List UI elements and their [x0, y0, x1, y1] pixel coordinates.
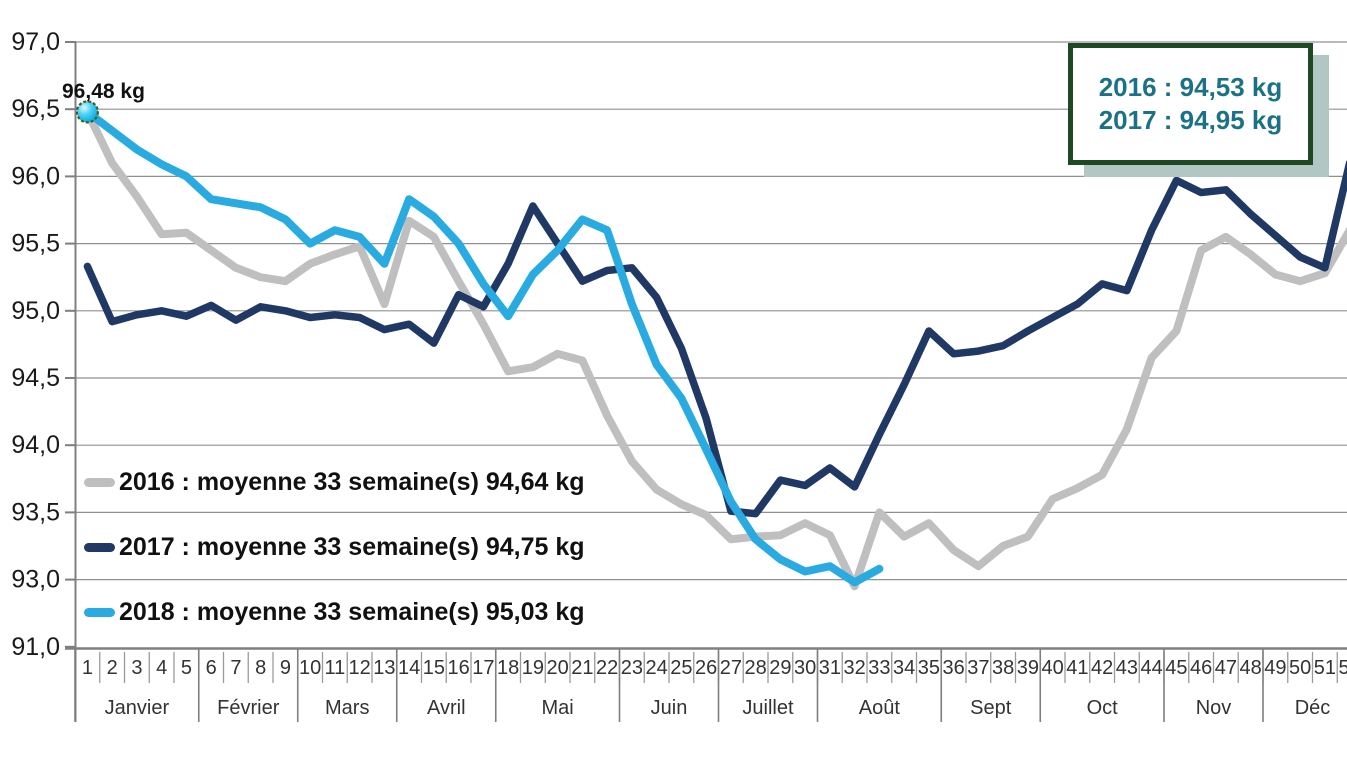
week-label: 8	[255, 657, 266, 679]
y-axis-label: 91,0	[11, 633, 60, 661]
week-label: 2	[107, 657, 118, 679]
week-label: 49	[1264, 657, 1286, 679]
start-point-dot	[75, 100, 99, 124]
y-axis-label: 94,0	[11, 431, 60, 459]
month-label: Sept	[970, 697, 1012, 719]
week-label: 31	[819, 657, 841, 679]
week-label: 4	[156, 657, 167, 679]
week-label: 1	[82, 657, 93, 679]
week-label: 42	[1091, 657, 1113, 679]
week-label: 3	[131, 657, 142, 679]
week-label: 30	[794, 657, 816, 679]
month-label: Juin	[651, 697, 688, 719]
week-label: 18	[497, 657, 519, 679]
legend-swatch-2016	[84, 477, 115, 487]
month-label: Janvier	[105, 697, 170, 719]
legend-swatch-2018	[84, 607, 115, 617]
week-label: 24	[646, 657, 668, 679]
week-label: 36	[943, 657, 965, 679]
week-label: 29	[769, 657, 791, 679]
series-line-2017	[83, 160, 1347, 518]
week-label: 35	[918, 657, 940, 679]
week-label: 52	[1339, 657, 1347, 679]
start-value-annotation: 96,48 kg	[62, 80, 145, 103]
week-label: 5	[181, 657, 192, 679]
week-label: 46	[1190, 657, 1212, 679]
series-line-2018	[83, 107, 884, 587]
week-label: 10	[299, 657, 321, 679]
week-label: 51	[1314, 657, 1336, 679]
week-label: 9	[280, 657, 291, 679]
week-label: 34	[893, 657, 915, 679]
week-label: 45	[1165, 657, 1187, 679]
week-label: 39	[1017, 657, 1039, 679]
legend-label-2018: 2018 : moyenne 33 semaine(s) 95,03 kg	[119, 597, 585, 626]
month-label: Mars	[325, 697, 369, 719]
legend-label-2016: 2016 : moyenne 33 semaine(s) 94,64 kg	[119, 467, 585, 496]
y-axis-label: 97,0	[11, 28, 60, 56]
week-label: 23	[621, 657, 643, 679]
week-label: 22	[596, 657, 618, 679]
week-label: 41	[1066, 657, 1088, 679]
month-label: Mai	[542, 697, 574, 719]
week-label: 27	[720, 657, 742, 679]
week-label: 43	[1116, 657, 1138, 679]
week-label: 33	[868, 657, 890, 679]
week-label: 20	[547, 657, 569, 679]
week-label: 19	[522, 657, 544, 679]
week-label: 15	[423, 657, 445, 679]
week-label: 14	[398, 657, 420, 679]
summary-2017: 2017 : 94,95 kg	[1098, 105, 1283, 135]
y-axis-label: 95,0	[11, 297, 60, 325]
series-line-2016	[83, 107, 1347, 591]
week-label: 6	[206, 657, 217, 679]
legend-item-2018: 2018 : moyenne 33 semaine(s) 95,03 kg	[84, 597, 585, 627]
month-label: Avril	[427, 697, 466, 719]
week-label: 38	[992, 657, 1014, 679]
series-lines	[83, 107, 1347, 591]
y-axis-label: 95,5	[11, 230, 60, 258]
start-point-marker	[75, 100, 99, 124]
x-axis-week-month-table: 1 2 3 4 5 6 7 8 9 10 11 12 13 14 15 16 17 18 19 20 21 22 23 24 2…	[74, 648, 1347, 722]
month-label: Août	[859, 697, 901, 719]
month-label: Oct	[1087, 697, 1119, 719]
week-label: 37	[967, 657, 989, 679]
axes: 97,0 96,5 96,0 95,5 95,0 94,5 94,0 93,5 93,0 91,0	[11, 28, 1347, 722]
week-label: 50	[1289, 657, 1311, 679]
legend-item-2017: 2017 : moyenne 33 semaine(s) 94,75 kg	[84, 532, 585, 562]
legend-swatch-2017	[84, 542, 115, 552]
y-axis-label: 94,5	[11, 364, 60, 392]
legend-label-2017: 2017 : moyenne 33 semaine(s) 94,75 kg	[119, 532, 585, 561]
legend-item-2016: 2016 : moyenne 33 semaine(s) 94,64 kg	[84, 467, 585, 497]
week-label: 25	[670, 657, 692, 679]
week-label: 47	[1215, 657, 1237, 679]
week-label: 44	[1141, 657, 1163, 679]
week-label: 13	[373, 657, 395, 679]
week-label: 7	[230, 657, 241, 679]
week-label: 21	[571, 657, 593, 679]
month-label: Nov	[1196, 697, 1232, 719]
week-label: 26	[695, 657, 717, 679]
week-label: 28	[745, 657, 767, 679]
y-axis-label: 96,0	[11, 162, 60, 190]
week-label: 12	[349, 657, 371, 679]
summary-2016: 2016 : 94,53 kg	[1098, 72, 1283, 102]
y-axis-label: 96,5	[11, 95, 60, 123]
month-label: Déc	[1295, 697, 1331, 719]
month-label: Février	[217, 697, 280, 719]
week-label: 17	[472, 657, 494, 679]
summary-info-box: 2016 : 94,53 kg 2017 : 94,95 kg	[1068, 43, 1313, 165]
week-label: 48	[1240, 657, 1262, 679]
month-label: Juillet	[742, 697, 794, 719]
y-axis-label: 93,0	[11, 566, 60, 594]
week-label: 16	[448, 657, 470, 679]
y-axis-label: 93,5	[11, 498, 60, 526]
week-label: 11	[324, 657, 345, 679]
week-label: 40	[1042, 657, 1064, 679]
week-label: 32	[844, 657, 866, 679]
